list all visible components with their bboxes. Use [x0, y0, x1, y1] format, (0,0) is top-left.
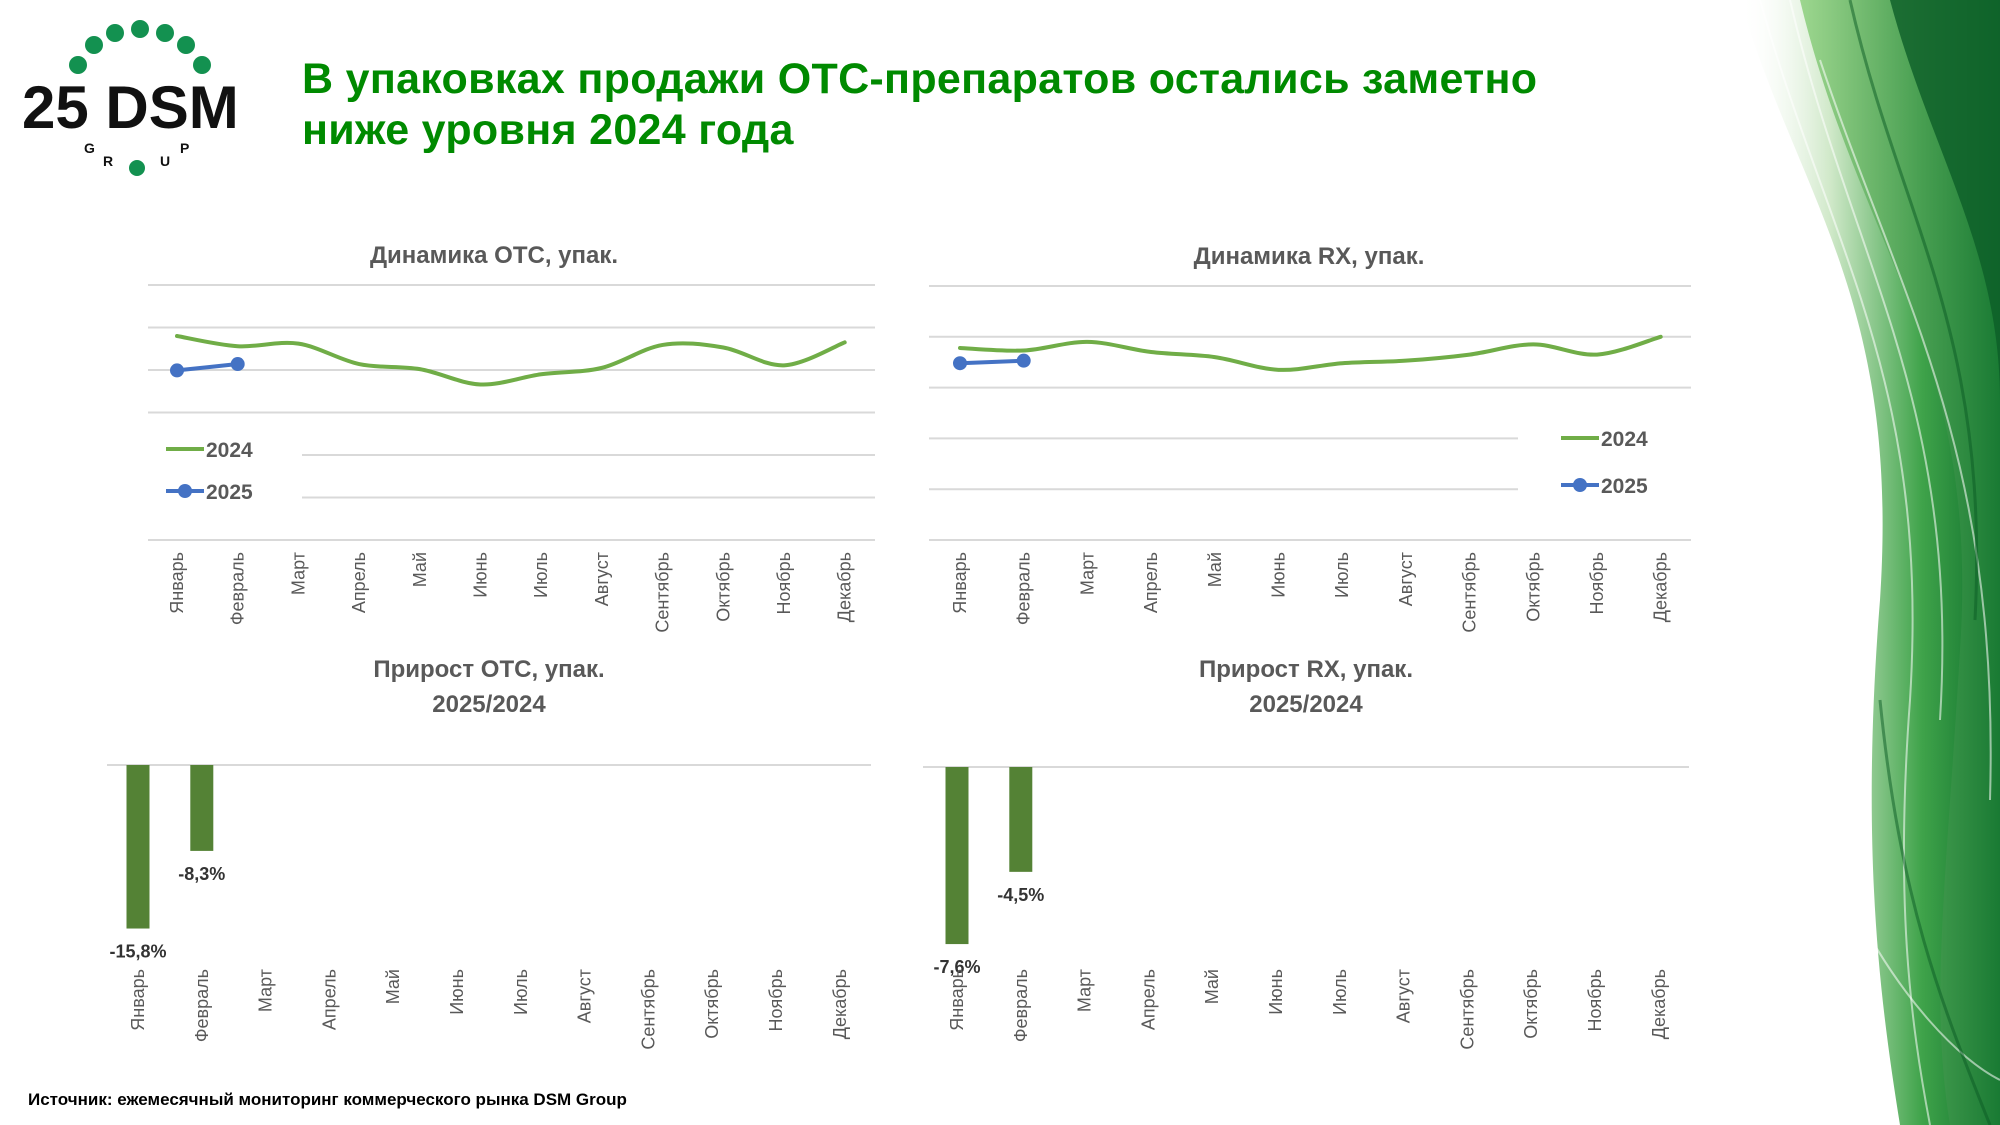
legend-marker-2025	[178, 484, 192, 498]
bar	[945, 767, 969, 945]
legend-marker-2025	[1573, 478, 1587, 492]
x-tick-label: Ноябрь	[766, 969, 786, 1031]
legend-label-2024: 2024	[206, 439, 253, 462]
x-tick-label: Август	[1394, 969, 1414, 1023]
x-tick-label: Июнь	[447, 969, 467, 1015]
x-tick-label: Октябрь	[702, 969, 722, 1039]
line-chart-rx-dynamics: Динамика RX, упак. 2024 2025 Январь Февраль М…	[929, 243, 1691, 633]
logo-text: 25 DSM	[22, 74, 239, 141]
x-tick-label: Февраль	[1011, 969, 1031, 1042]
x-tick-label: Июнь	[1269, 552, 1289, 598]
line-chart-otc-dynamics: Динамика ОТС, упак. 2024 2025 Январь Февраль…	[148, 242, 875, 633]
x-tick-label: Июль	[1332, 552, 1352, 598]
x-tick-label: Ноябрь	[774, 552, 794, 614]
data-point-2025	[170, 363, 184, 378]
x-tick-label: Апрель	[319, 969, 339, 1030]
legend-label-2024: 2024	[1601, 428, 1648, 451]
x-tick-label: Апрель	[1141, 552, 1161, 613]
legend-label-2025: 2025	[206, 481, 253, 504]
chart-subtitle: 2025/2024	[432, 691, 546, 718]
chart-title: Динамика ОТС, упак.	[370, 242, 618, 269]
x-tick-label: Июнь	[471, 552, 491, 598]
x-tick-label: Сентябрь	[1457, 969, 1477, 1050]
series-line-2025	[958, 358, 1026, 366]
x-tick-label: Август	[592, 552, 612, 606]
bar-chart-rx-growth: Прирост RX, упак. 2025/2024 -7,6% -4,5% Янва…	[923, 656, 1689, 1050]
x-tick-label: Май	[410, 552, 430, 587]
svg-text:P: P	[180, 140, 189, 156]
chart-title: Прирост RX, упак.	[1199, 656, 1413, 683]
bar	[1009, 767, 1033, 872]
data-label: -4,5%	[997, 885, 1044, 905]
title-line-1: В упаковках продажи ОТС-препаратов остал…	[302, 55, 1538, 103]
x-tick-label: Октябрь	[1523, 552, 1543, 622]
dsm-group-logo: 25 DSM GR UP	[22, 20, 239, 176]
x-tick-label: Февраль	[228, 552, 248, 625]
svg-text:G: G	[84, 140, 95, 156]
x-tick-label: Март	[1077, 552, 1097, 595]
x-tick-label: Октябрь	[713, 552, 733, 622]
x-tick-label: Ноябрь	[1587, 552, 1607, 614]
x-tick-label: Май	[1202, 969, 1222, 1004]
x-tick-label: Июль	[531, 552, 551, 598]
x-tick-label: Июль	[1330, 969, 1350, 1015]
chart-subtitle: 2025/2024	[1249, 691, 1363, 718]
x-tick-label: Май	[1205, 552, 1225, 587]
x-tick-label: Декабрь	[1649, 969, 1669, 1039]
data-point-2025	[230, 357, 245, 372]
chart-title: Динамика RX, упак.	[1194, 243, 1425, 270]
x-tick-label: Август	[1396, 552, 1416, 606]
x-tick-label: Май	[383, 969, 403, 1004]
x-tick-label: Сентябрь	[653, 552, 673, 633]
legend-label-2025: 2025	[1601, 475, 1648, 498]
x-tick-label: Январь	[950, 552, 970, 614]
bar	[190, 765, 214, 851]
x-tick-label: Сентябрь	[638, 969, 658, 1050]
x-tick-label: Апрель	[349, 552, 369, 613]
data-point-2025	[953, 356, 967, 371]
x-tick-label: Март	[1075, 969, 1095, 1012]
data-label: -7,6%	[933, 957, 980, 977]
x-tick-label: Февраль	[1014, 552, 1034, 625]
data-point-2025	[1016, 353, 1031, 368]
source-note: Источник: ежемесячный мониторинг коммерч…	[28, 1090, 627, 1109]
series-line-2024	[175, 334, 847, 387]
x-tick-label: Март	[288, 552, 308, 595]
bar-chart-otc-growth: Прирост ОТС, упак. 2025/2024 -15,8% -8,3% Ян…	[107, 656, 871, 1050]
series-line-2024	[958, 334, 1663, 372]
svg-text:U: U	[160, 153, 170, 169]
bar	[126, 765, 150, 929]
x-tick-label: Декабрь	[830, 969, 850, 1039]
x-tick-label: Октябрь	[1521, 969, 1541, 1039]
x-tick-label: Июль	[511, 969, 531, 1015]
x-tick-label: Ноябрь	[1585, 969, 1605, 1031]
x-tick-label: Апрель	[1138, 969, 1158, 1030]
x-tick-label: Декабрь	[1651, 552, 1671, 622]
data-label: -8,3%	[178, 864, 225, 884]
x-tick-label: Август	[575, 969, 595, 1023]
x-tick-label: Февраль	[192, 969, 212, 1042]
x-tick-label: Март	[256, 969, 276, 1012]
x-tick-label: Июнь	[1266, 969, 1286, 1015]
x-tick-label: Январь	[167, 552, 187, 614]
title-line-2: ниже уровня 2024 года	[302, 106, 794, 154]
x-tick-label: Январь	[128, 969, 148, 1031]
x-tick-label: Декабрь	[835, 552, 855, 622]
svg-text:R: R	[103, 153, 113, 169]
data-label: -15,8%	[109, 942, 166, 962]
x-tick-label: Сентябрь	[1460, 552, 1480, 633]
x-tick-label: Январь	[947, 969, 967, 1031]
chart-title: Прирост ОТС, упак.	[373, 656, 604, 683]
slide-title: В упаковках продажи ОТС-препаратов остал…	[302, 54, 1537, 156]
